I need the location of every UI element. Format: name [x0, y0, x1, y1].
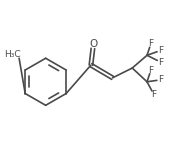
Text: F: F [158, 75, 163, 84]
Text: F: F [158, 58, 163, 67]
Text: F: F [148, 66, 153, 74]
Text: O: O [90, 38, 98, 49]
Text: F: F [158, 46, 163, 55]
Text: F: F [151, 90, 156, 99]
Text: H₃C: H₃C [4, 50, 21, 59]
Text: F: F [148, 39, 153, 48]
